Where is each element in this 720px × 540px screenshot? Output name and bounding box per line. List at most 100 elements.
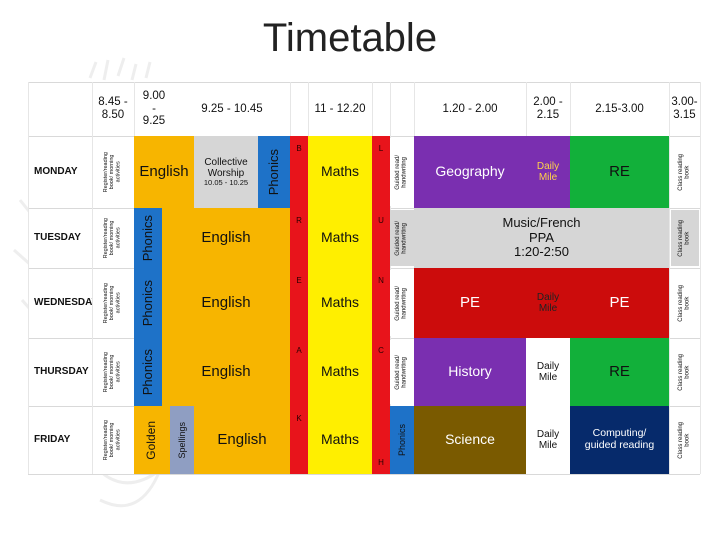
phonics-cell-fri-afternoon: Phonics (390, 406, 414, 474)
day-label-thu: THURSDAY (28, 338, 92, 406)
english-cell-tue: English (162, 208, 290, 268)
english-cell-fri: English (194, 406, 290, 474)
break-letter-label: R (296, 215, 302, 225)
time-header-t8: 3.00- 3.15 (669, 84, 700, 134)
class-reading-cell-tue-label: Class reading book (678, 219, 691, 257)
lunch-letter: N (373, 274, 389, 288)
collective-worship-cell: Collective Worship 10.05 - 10.25 (194, 136, 258, 208)
pe-cell-wed-2-label: PE (609, 293, 630, 311)
phonics-cell-tue: Phonics (134, 208, 162, 268)
history-cell-label: History (448, 363, 492, 380)
day-label-wed-label: WEDNESDAY (34, 297, 92, 309)
time-header-t6-label: 2.00 - 2.15 (533, 96, 563, 121)
pe-cell-wed: PE (414, 268, 526, 338)
time-header-t3: 9.25 - 10.45 (174, 84, 290, 134)
english-cell-wed-label: English (201, 293, 251, 311)
daily-mile-cell-fri: Daily Mile (526, 406, 570, 474)
guided-read-cell-tue: Guided read/ handwriting (390, 210, 414, 266)
computing-cell: Computing/ guided reading (570, 406, 669, 474)
grid-col-line (700, 82, 701, 474)
english-cell-wed: English (162, 268, 290, 338)
break-letter-label: E (296, 275, 302, 285)
day-label-tue: TUESDAY (28, 208, 92, 268)
timetable-grid: 8.45 - 8.50 9.00 - 9.25 9.25 - 10.45 11 - 1… (28, 82, 701, 475)
phonics-cell-fri-afternoon-label: Phonics (396, 423, 407, 457)
guided-read-cell-thu-label: Guided read/ handwriting (395, 354, 408, 390)
english-cell-thu-label: English (201, 362, 251, 380)
re-cell-mon: RE (570, 136, 669, 208)
class-reading-cell-wed: Class reading book (671, 270, 699, 336)
phonics-cell-wed: Phonics (134, 268, 162, 338)
lunch-letter-label: L (378, 143, 384, 153)
time-header-t1-label: 8.45 - 8.50 (98, 96, 128, 121)
collective-worship-time: 10.05 - 10.25 (203, 177, 249, 187)
grid-row-line (28, 474, 700, 475)
time-header-t4: 11 - 12.20 (308, 84, 372, 134)
time-header-t4-label: 11 - 12.20 (314, 102, 366, 115)
time-header-t7: 2.15-3.00 (570, 84, 669, 134)
music-french-ppa-cell: Music/French PPA 1:20-2:50 (414, 208, 669, 268)
english-cell-thu: English (162, 338, 290, 406)
lunch-column (372, 136, 390, 474)
time-header-t5-label: 1.20 - 2.00 (442, 102, 498, 115)
spellings-cell: Spellings (170, 406, 194, 474)
break-letter: E (291, 274, 307, 288)
re-cell-thu: RE (570, 338, 669, 406)
lunch-letter: H (373, 456, 389, 470)
time-header-t5: 1.20 - 2.00 (414, 84, 526, 134)
collective-worship-label: Collective Worship (204, 156, 248, 179)
daily-mile-cell-thu-label: Daily Mile (536, 360, 560, 383)
lunch-letter-label: U (378, 215, 384, 225)
break-letter-label: A (296, 345, 302, 355)
time-header-t2: 9.00 - 9.25 (134, 84, 174, 134)
daily-mile-cell-wed: Daily Mile (526, 268, 570, 338)
grid-col-line (92, 82, 93, 474)
class-reading-cell-thu-label: Class reading book (678, 353, 691, 391)
day-label-thu-label: THURSDAY (34, 366, 89, 378)
geography-cell-label: Geography (435, 163, 505, 180)
history-cell: History (414, 338, 526, 406)
register-cell-wed: Register/reading book/ morning activitie… (94, 270, 130, 336)
phonics-cell-wed-label: Phonics (139, 279, 155, 327)
class-reading-cell-fri-label: Class reading book (678, 421, 691, 459)
maths-cell-fri-label: Maths (320, 431, 360, 448)
day-label-tue-label: TUESDAY (34, 232, 81, 244)
guided-read-cell-mon-label: Guided read/ handwriting (395, 154, 408, 190)
guided-read-cell-mon: Guided read/ handwriting (390, 138, 414, 206)
register-cell-thu-label: Register/reading book/ morning activitie… (102, 351, 122, 393)
register-cell-fri: Register/reading book/ morning activitie… (94, 408, 130, 472)
lunch-letter-label: N (378, 275, 384, 285)
golden-cell-label: Golden (144, 420, 159, 460)
re-cell-mon-label: RE (609, 162, 630, 180)
daily-mile-cell-thu: Daily Mile (526, 338, 570, 406)
daily-mile-cell-wed-label: Daily Mile (536, 291, 560, 314)
maths-cell-wed: Maths (308, 268, 372, 338)
break-letter: B (291, 142, 307, 156)
class-reading-cell-thu: Class reading book (671, 340, 699, 404)
lunch-letter-label: C (378, 345, 384, 355)
register-cell-wed-label: Register/reading book/ morning activitie… (102, 282, 122, 324)
break-letter: K (291, 412, 307, 426)
break-column (290, 136, 308, 474)
spellings-cell-label: Spellings (176, 421, 187, 459)
english-cell-fri-label: English (217, 430, 267, 448)
science-cell-label: Science (445, 431, 495, 448)
break-letter: A (291, 344, 307, 358)
english-cell-tue-label: English (201, 228, 251, 246)
daily-mile-cell-mon: Daily Mile (526, 136, 570, 208)
time-header-t7-label: 2.15-3.00 (595, 102, 644, 115)
golden-cell: Golden (134, 406, 170, 474)
day-label-fri-label: FRIDAY (34, 434, 71, 446)
maths-cell-tue-label: Maths (320, 229, 360, 246)
class-reading-cell-mon: Class reading book (671, 138, 699, 206)
register-cell-mon: Register/reading book/ morning activitie… (94, 138, 130, 206)
phonics-cell-tue-label: Phonics (139, 214, 155, 262)
lunch-letter-label: H (378, 457, 384, 467)
english-cell-mon-label: English (139, 162, 189, 180)
maths-cell-tue: Maths (308, 208, 372, 268)
lunch-letter: L (373, 142, 389, 156)
time-header-t3-label: 9.25 - 10.45 (201, 102, 263, 115)
day-label-wed: WEDNESDAY (28, 268, 92, 338)
music-french-ppa-cell-label: Music/French PPA 1:20-2:50 (502, 215, 581, 260)
day-label-mon: MONDAY (28, 136, 92, 208)
